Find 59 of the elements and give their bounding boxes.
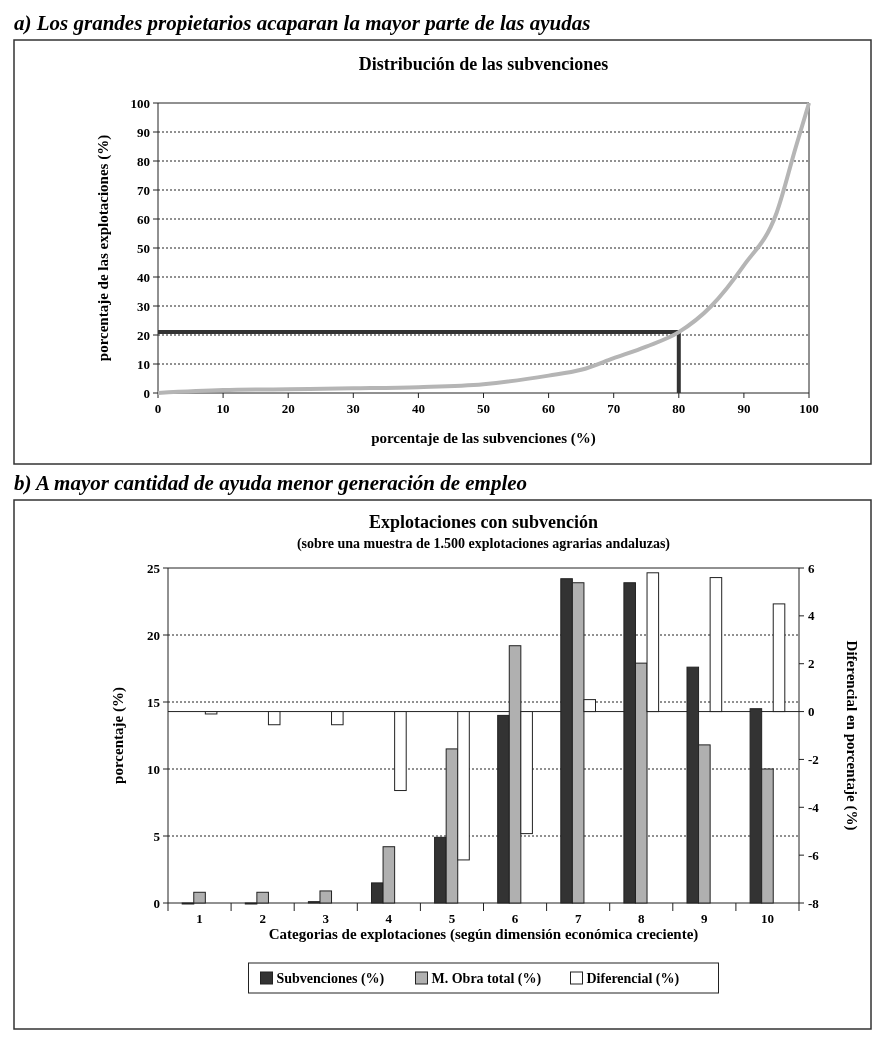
x-tick-label: 6 — [511, 911, 519, 926]
y2-tick-label: 4 — [808, 608, 815, 624]
x-tick-label: 90 — [737, 401, 751, 416]
x-axis-title: porcentaje de las subvenciones (%) — [371, 430, 596, 447]
y-tick-label: 80 — [137, 153, 150, 169]
y2-tick-label: -4 — [808, 799, 820, 815]
y2-tick-label: -6 — [808, 847, 820, 863]
y-tick-label: 5 — [153, 828, 161, 844]
y-tick-label: 25 — [147, 560, 161, 576]
x-tick-label: 7 — [574, 911, 582, 926]
x-tick-label: 8 — [638, 911, 645, 926]
x-tick-label: 3 — [322, 911, 330, 926]
y2-tick-label: 2 — [808, 656, 815, 672]
line-series — [156, 101, 811, 395]
x-tick-label: 10 — [760, 911, 774, 926]
y2-tick-label: -2 — [808, 751, 819, 767]
x-tick-label: 100 — [799, 401, 819, 416]
x-tick-label: 9 — [701, 911, 709, 926]
y-tick-label: 20 — [137, 327, 150, 343]
y-tick-label: 40 — [137, 269, 150, 285]
x-tick-label: 10 — [216, 401, 230, 416]
y-tick-label: 70 — [137, 182, 150, 198]
legend-label: M. Obra total (%) — [431, 971, 542, 987]
y-axis-title: porcentaje de las explotaciones (%) — [95, 134, 112, 362]
x-axis-title: Categorias de explotaciones (según dimensión económica creciente) — [268, 926, 699, 943]
y-tick-label: 90 — [137, 124, 150, 140]
y-tick-label: 10 — [137, 356, 150, 372]
y2-axis-title: Diferencial en porcentaje (%) — [843, 640, 860, 831]
x-tick-label: 20 — [281, 401, 295, 416]
x-tick-label: 30 — [346, 401, 360, 416]
y-axis-title: porcentaje (%) — [110, 687, 127, 784]
x-tick-label: 5 — [448, 911, 456, 926]
x-tick-label: 80 — [672, 401, 686, 416]
chart-title: Explotaciones con subvención — [368, 512, 599, 532]
chart-subtitle: Distribución de las subvenciones — [358, 54, 609, 74]
y-tick-label: 10 — [147, 761, 160, 777]
x-tick-label: 70 — [607, 401, 621, 416]
y-tick-label: 50 — [137, 240, 150, 256]
chart-title: a) Los grandes propietarios acaparan la mayor parte de las ayudas — [14, 11, 591, 35]
y2-tick-label: -8 — [808, 895, 820, 911]
x-tick-label: 50 — [477, 401, 490, 416]
legend-label: Diferencial (%) — [586, 971, 680, 987]
x-tick-label: 60 — [542, 401, 556, 416]
x-tick-label: 2 — [259, 911, 266, 926]
y-tick-label: 15 — [147, 694, 161, 710]
x-tick-label: 1 — [196, 911, 203, 926]
x-tick-label: 40 — [411, 401, 425, 416]
y2-tick-label: 0 — [808, 704, 815, 720]
legend-label: Subvenciones (%) — [276, 971, 385, 987]
y-tick-label: 60 — [137, 211, 150, 227]
chart-subtitle: (sobre una muestra de 1.500 explotaciones agrarias andaluzas) — [296, 536, 671, 552]
text: b) A mayor cantidad de ayuda menor generación de empleo — [14, 471, 528, 495]
y-tick-label: 0 — [143, 385, 150, 401]
y-tick-label: 100 — [130, 95, 150, 111]
y-tick-label: 0 — [153, 895, 160, 911]
y2-tick-label: 6 — [808, 560, 815, 576]
y-tick-label: 20 — [147, 627, 160, 643]
x-tick-label: 4 — [385, 911, 393, 926]
y-tick-label: 30 — [137, 298, 150, 314]
